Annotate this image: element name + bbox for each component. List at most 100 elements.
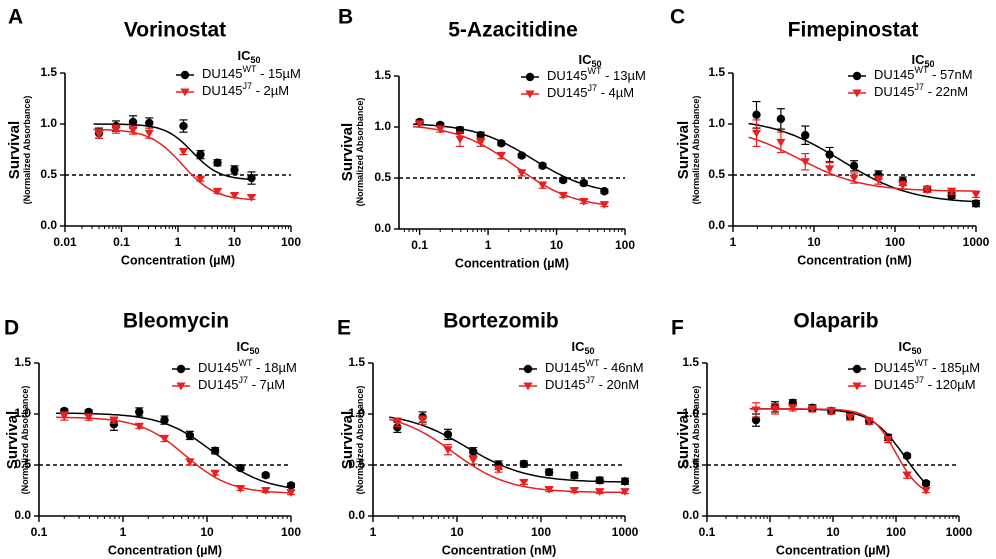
chart-panel-d: D Bleomycin Survival(Normalized Absorbance… [4, 310, 301, 558]
data-point-wt [519, 459, 529, 469]
y-axis-label-main: Survival [339, 411, 356, 469]
y-axis-label-sub: (Normalized Absorbance) [691, 386, 701, 495]
legend-superscript: J7 [587, 83, 597, 93]
chart-panel-e: E Bortezomib Survival(Normalized Absorbanc… [337, 310, 644, 558]
data-point-wt [538, 161, 547, 170]
fit-curve-j7 [749, 408, 928, 492]
legend-ic50-value: - 120µM [924, 377, 976, 392]
chart-title: 5-Azacitidine [448, 19, 578, 42]
legend-superscript: J7 [238, 375, 248, 385]
legend-superscript: WT [238, 358, 252, 368]
data-point-wt [196, 150, 205, 159]
legend-marker-j7 [852, 382, 862, 391]
y-tick-label: 0.5 [14, 457, 31, 471]
x-tick-label: 100 [885, 235, 905, 249]
legend-marker-wt [523, 364, 533, 374]
x-axis-label: Concentration (µM) [776, 543, 890, 557]
legend-superscript: WT [242, 64, 256, 74]
fit-curve-j7 [93, 128, 253, 201]
data-point-wt [558, 175, 568, 185]
data-point-j7 [537, 181, 548, 190]
data-point-j7 [902, 471, 912, 480]
legend-name: DU145 [874, 67, 914, 82]
legend-name: DU145 [198, 360, 238, 375]
legend-name: DU145 [874, 377, 914, 392]
data-point-j7 [825, 165, 835, 174]
data-point-j7 [579, 198, 589, 206]
panel-letter: F [671, 317, 684, 340]
x-axis-label: Concentration (nM) [442, 543, 557, 557]
legend-ic50-value: - 13µM [601, 68, 645, 83]
data-point-wt [497, 139, 506, 148]
ic50-subscript: 50 [911, 346, 921, 356]
data-point-wt [213, 158, 222, 167]
y-tick-label: 1.5 [40, 65, 57, 79]
y-axis-label: Survival(Normalized Absorbance) [675, 96, 701, 205]
legend-marker-j7 [852, 89, 862, 98]
y-tick-label: 1.0 [374, 119, 391, 133]
fit-curve-j7 [748, 136, 978, 192]
data-point-wt [801, 131, 810, 140]
data-point-wt [752, 110, 761, 120]
x-tick-label: 10 [826, 525, 840, 539]
legend-entry-wt: DU145WT - 13µM [547, 66, 646, 83]
legend-entry-j7: DU145J7 - 20nM [545, 375, 639, 392]
chart-panel-a: A Vorinostat Survival(Normalized Absorbanc… [6, 6, 301, 268]
data-point-j7 [418, 416, 428, 425]
y-axis-label: Survival(Normalized Absorbance) [6, 96, 32, 205]
legend-ic50-value: - 4µM [597, 85, 634, 100]
x-tick-label: 1000 [963, 235, 990, 249]
y-axis-label: Survival(Normalized Absorbance) [339, 386, 365, 495]
legend-ic50-value: - 18µM [252, 360, 296, 375]
legend-marker-wt [180, 70, 190, 80]
data-point-wt [230, 165, 239, 175]
data-point-j7 [111, 125, 121, 134]
y-tick-label: 0.0 [682, 508, 699, 522]
y-tick-label: 0.0 [14, 508, 31, 522]
chart-title: Fimepinostat [788, 19, 919, 42]
legend-ic50-value: - 22nM [924, 84, 968, 99]
data-point-wt [579, 178, 588, 188]
x-tick-label: 0.1 [31, 525, 48, 539]
data-point-j7 [159, 435, 170, 443]
legend-entry-j7: DU145J7 - 120µM [874, 375, 976, 392]
data-point-wt [595, 476, 604, 485]
data-point-j7 [144, 129, 154, 138]
data-point-j7 [947, 187, 957, 196]
ic50-subscript: 50 [584, 346, 594, 356]
data-point-j7 [569, 487, 580, 495]
x-tick-label: 100 [281, 235, 301, 249]
data-point-j7 [517, 169, 527, 178]
x-axis-label: Concentration (µM) [121, 253, 235, 267]
y-tick-label: 0.5 [682, 457, 699, 471]
x-tick-label: 10 [450, 525, 464, 539]
y-tick-label: 0.5 [40, 167, 57, 181]
ic50-label: IC [237, 48, 251, 63]
panel-letter: D [4, 317, 19, 340]
x-tick-label: 100 [531, 525, 551, 539]
y-axis-label-main: Survival [6, 121, 23, 179]
y-tick-label: 0.0 [708, 218, 725, 232]
data-point-j7 [455, 135, 465, 144]
data-point-j7 [415, 120, 425, 129]
data-point-wt [443, 430, 453, 439]
ic50-label: IC [578, 52, 592, 67]
legend-ic50-value: - 7µM [248, 377, 285, 392]
data-point-j7 [246, 193, 257, 202]
legend-ic50-value: - 15µM [256, 66, 300, 81]
y-axis-label: Survival(Normalized Absorbance) [339, 98, 365, 207]
data-point-wt [902, 451, 912, 461]
data-point-j7 [229, 191, 240, 200]
fit-curve-j7 [389, 418, 627, 494]
x-tick-label: 0.1 [113, 235, 130, 249]
x-tick-label: 0.01 [53, 235, 77, 249]
data-point-j7 [134, 422, 144, 431]
legend-name: DU145 [547, 85, 587, 100]
data-point-wt [261, 471, 270, 480]
y-tick-label: 1.5 [14, 355, 31, 369]
chart-panel-c: C Fimepinostat Survival(Normalized Absorba… [670, 6, 990, 268]
legend-ic50-value: - 46nM [599, 360, 643, 375]
legend-marker-wt [852, 364, 862, 374]
data-point-j7 [770, 405, 780, 414]
data-point-j7 [468, 456, 478, 465]
